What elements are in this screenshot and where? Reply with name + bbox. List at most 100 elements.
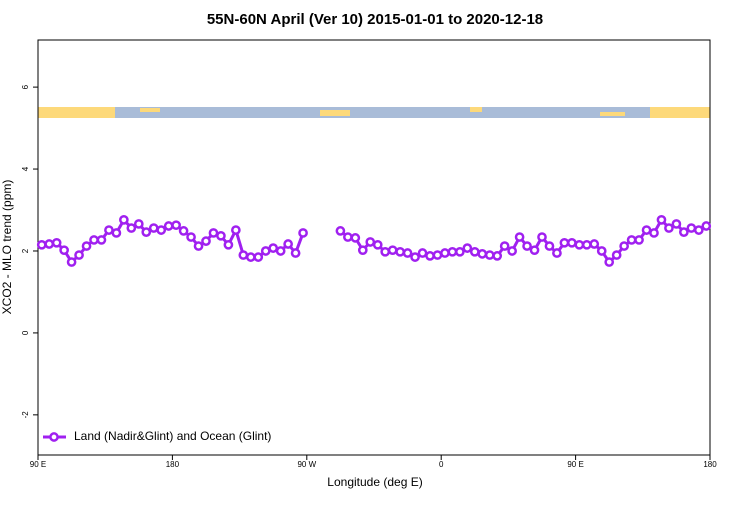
data-point: [186, 232, 196, 242]
data-point: [89, 235, 99, 245]
data-point: [133, 219, 144, 229]
map-strip: [38, 107, 710, 118]
data-point: [402, 248, 413, 258]
data-point: [298, 228, 308, 238]
legend-label: Land (Nadir&Glint) and Ocean (Glint): [74, 429, 271, 443]
data-point: [671, 219, 682, 229]
y-axis-label: XCO2 - MLO trend (ppm): [0, 180, 14, 315]
map-land: [140, 108, 160, 112]
data-point: [604, 257, 615, 267]
data-point: [537, 232, 547, 242]
data-point: [59, 245, 69, 256]
legend-marker: [49, 432, 59, 442]
data-point: [499, 241, 510, 251]
data-point: [148, 223, 159, 233]
data-point: [626, 235, 637, 245]
data-point: [44, 239, 55, 249]
data-point: [163, 221, 174, 231]
data-point: [81, 241, 92, 251]
data-point: [634, 235, 644, 245]
data-point: [544, 241, 555, 251]
data-point: [350, 233, 361, 243]
x-tick-label: 90 W: [297, 460, 316, 469]
data-point: [66, 257, 77, 267]
data-point: [432, 250, 443, 260]
data-point: [193, 241, 204, 251]
data-point: [552, 248, 562, 258]
data-point: [380, 246, 391, 257]
data-point: [253, 252, 264, 262]
data-point: [357, 245, 368, 256]
data-point: [410, 252, 420, 262]
data-point: [178, 226, 189, 236]
data-point: [51, 237, 62, 248]
data-point: [619, 241, 629, 251]
data-point: [126, 223, 137, 233]
data-point: [679, 227, 689, 237]
data-point: [425, 251, 435, 261]
data-point: [238, 250, 249, 260]
data-point: [492, 251, 503, 261]
data-point: [611, 250, 622, 260]
data-point: [335, 226, 346, 236]
data-point: [469, 246, 480, 257]
x-tick-label: 90 E: [30, 460, 46, 469]
x-tick-label: 0: [439, 460, 444, 469]
data-point: [372, 239, 383, 250]
data-point: [693, 225, 704, 235]
data-point: [559, 237, 570, 248]
map-land: [470, 107, 482, 112]
data-point: [477, 248, 488, 259]
data-point: [104, 225, 114, 235]
y-tick-label: 6: [21, 84, 30, 89]
data-point: [484, 250, 495, 260]
data-point: [701, 221, 712, 231]
data-point: [275, 246, 286, 256]
data-point: [417, 248, 428, 258]
data-point: [664, 223, 674, 233]
data-point: [574, 239, 585, 250]
data-point: [171, 220, 181, 231]
data-point: [365, 237, 376, 247]
data-point: [119, 214, 129, 225]
data-point: [36, 239, 47, 250]
data-point: [395, 246, 405, 257]
map-ocean: [115, 107, 650, 118]
y-tick-label: -2: [21, 411, 30, 419]
data-point: [596, 246, 607, 256]
map-land: [600, 112, 625, 116]
x-tick-label: 90 E: [567, 460, 583, 469]
data-point: [522, 241, 532, 251]
data-point: [343, 232, 353, 242]
data-point: [260, 246, 271, 256]
data-point: [290, 248, 301, 258]
data-point: [686, 223, 697, 233]
data-point: [74, 250, 84, 260]
data-point: [567, 237, 577, 248]
data-point: [387, 245, 398, 256]
data-point: [283, 239, 293, 249]
x-axis-label: Longitude (deg E): [327, 475, 422, 489]
data-point: [96, 235, 107, 245]
data-point: [201, 236, 211, 247]
data-point: [656, 214, 667, 225]
data-point: [245, 252, 256, 262]
data-point: [589, 239, 600, 249]
data-point: [507, 246, 517, 256]
y-tick-label: 4: [21, 166, 30, 171]
chart-title: 55N-60N April (Ver 10) 2015-01-01 to 202…: [207, 11, 543, 28]
data-point: [111, 228, 122, 238]
data-point: [649, 228, 659, 238]
data-point: [529, 245, 540, 256]
data-point: [581, 239, 592, 250]
map-land: [320, 110, 350, 116]
data-point: [156, 225, 167, 235]
data-point: [141, 227, 152, 237]
x-tick-label: 180: [166, 460, 180, 469]
data-point: [231, 225, 241, 235]
data-point: [447, 246, 458, 257]
y-tick-label: 2: [21, 248, 30, 253]
data-point: [462, 243, 473, 253]
data-point: [641, 225, 652, 235]
